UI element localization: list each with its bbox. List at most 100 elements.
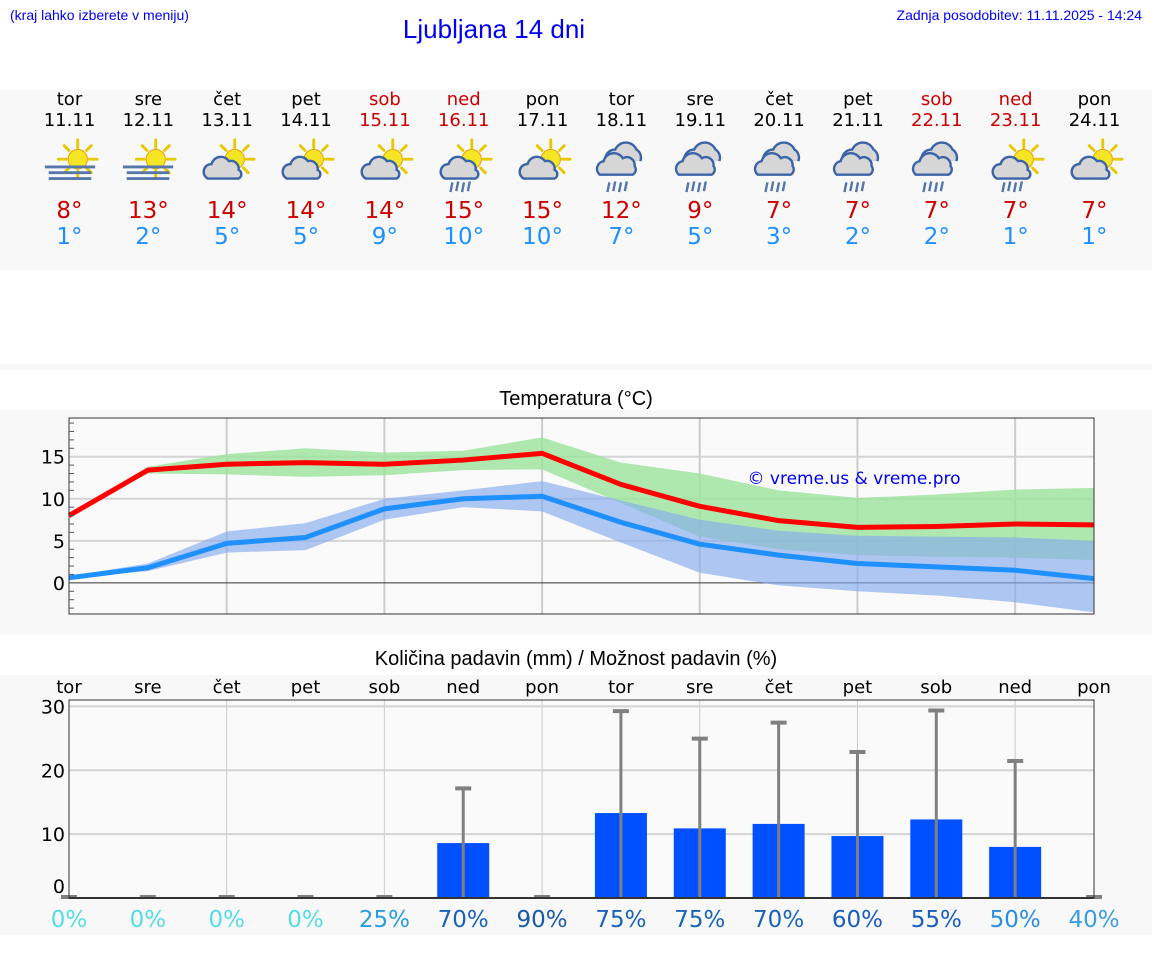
precipitation-probability: 70% <box>753 907 804 933</box>
y-tick-label: 20 <box>41 760 65 782</box>
day-date: 14.11 <box>280 110 332 131</box>
forecast-day: čet 13.11 14° 5° <box>188 90 267 250</box>
day-name: tor <box>56 89 83 110</box>
y-tick-label: 10 <box>41 824 65 846</box>
min-temperature: 5° <box>214 224 241 250</box>
forecast-day: sre 12.11 13° 2° <box>109 90 188 250</box>
day-date: 12.11 <box>122 110 175 131</box>
precipitation-probability: 75% <box>674 907 725 933</box>
forecast-day: sob 15.11 14° 9° <box>345 90 424 250</box>
watermark: © vreme.us & vreme.pro <box>747 469 960 489</box>
last-updated: Zadnja posodobitev: 11.11.2025 - 14:24 <box>896 7 1142 23</box>
x-category-label: pet <box>843 677 873 698</box>
min-temperature: 5° <box>687 224 714 250</box>
y-tick-label: 30 <box>41 696 65 718</box>
forecast-day: pet 14.11 14° 5° <box>267 90 346 250</box>
day-date: 24.11 <box>1068 110 1121 131</box>
y-tick-label: 0 <box>53 876 65 898</box>
min-temperature: 7° <box>608 224 635 250</box>
max-temperature-band <box>69 437 1094 561</box>
day-date: 16.11 <box>437 110 490 131</box>
min-temperature: 1° <box>1002 224 1029 250</box>
max-temperature: 7° <box>923 198 950 224</box>
day-name: ned <box>998 89 1033 110</box>
forecast-day: ned 23.11 7° 1° <box>976 90 1055 250</box>
page-title: Ljubljana 14 dni <box>402 14 586 44</box>
y-tick-label: 10 <box>41 489 65 511</box>
x-category-label: pon <box>525 677 559 698</box>
forecast-day: pet 21.11 7° 2° <box>818 89 897 251</box>
day-date: 19.11 <box>674 110 727 131</box>
x-category-label: ned <box>998 677 1032 698</box>
temperature-chart-title: Temperatura (°C) <box>499 388 653 410</box>
day-name: čet <box>213 89 242 110</box>
y-tick-label: 0 <box>53 573 65 595</box>
x-category-label: sre <box>686 677 713 698</box>
day-date: 21.11 <box>832 110 884 131</box>
min-temperature: 1° <box>56 224 83 250</box>
precipitation-probability: 0% <box>51 907 88 933</box>
max-temperature: 15° <box>522 198 563 224</box>
min-temperature: 10° <box>443 224 485 250</box>
min-temperature: 2° <box>923 224 950 250</box>
max-temperature: 14° <box>285 198 327 224</box>
x-category-label: pon <box>1077 677 1111 698</box>
precipitation-probability: 0% <box>130 907 167 933</box>
y-tick-label: 15 <box>41 447 65 469</box>
day-name: sre <box>134 89 163 110</box>
x-category-label: tor <box>608 677 634 698</box>
day-name: pon <box>525 89 560 110</box>
day-date: 17.11 <box>516 110 569 131</box>
day-name: pet <box>843 89 873 110</box>
precipitation-probability: 60% <box>832 907 883 933</box>
forecast-day: pon 24.11 7° 1° <box>1055 90 1134 250</box>
max-temperature: 8° <box>56 198 83 224</box>
max-temperature: 7° <box>844 198 872 224</box>
x-category-label: sob <box>920 677 952 698</box>
location-menu-hint: (kraj lahko izberete v meniju) <box>10 7 189 23</box>
min-temperature: 3° <box>766 224 793 250</box>
max-temperature: 14° <box>364 198 406 224</box>
forecast-day: ned 16.11 15° 10° <box>424 90 503 250</box>
max-temperature: 9° <box>687 198 714 224</box>
min-temperature: 1° <box>1081 224 1108 250</box>
day-name: čet <box>765 89 794 110</box>
min-temperature: 2° <box>135 224 162 250</box>
precipitation-probability: 90% <box>517 907 568 933</box>
forecast-day: tor 11.11 8° 1° <box>30 90 109 250</box>
y-tick-label: 5 <box>53 531 65 553</box>
day-date: 20.11 <box>753 110 805 131</box>
max-temperature: 15° <box>443 198 485 224</box>
precipitation-probability: 0% <box>208 907 245 933</box>
day-name: sob <box>920 89 953 110</box>
day-date: 23.11 <box>989 110 1042 131</box>
x-category-label: pet <box>291 677 321 698</box>
precipitation-probability: 50% <box>990 907 1041 933</box>
precipitation-probability: 55% <box>911 907 962 933</box>
x-category-label: čet <box>765 677 793 698</box>
max-temperature: 7° <box>766 198 793 224</box>
plot-frame <box>68 699 1095 899</box>
x-category-label: sre <box>134 677 161 698</box>
forecast-day: tor 18.11 12° 7° <box>582 89 661 251</box>
day-name: pon <box>1077 89 1112 110</box>
day-date: 15.11 <box>359 110 411 131</box>
x-category-label: tor <box>56 677 82 698</box>
day-date: 22.11 <box>911 110 963 131</box>
max-temperature: 14° <box>206 198 248 224</box>
forecast-day: sre 19.11 9° 5° <box>661 89 740 251</box>
day-name: sre <box>686 89 714 110</box>
max-temperature-line <box>67 450 1095 530</box>
precipitation-probability: 40% <box>1068 907 1119 933</box>
min-temperature-band <box>69 481 1094 613</box>
divider <box>0 364 1152 370</box>
precipitation-probability: 75% <box>595 907 646 933</box>
forecast-day: pon 17.11 15° 10° <box>503 90 582 250</box>
day-date: 11.11 <box>43 110 96 131</box>
day-name: tor <box>608 89 635 110</box>
min-temperature-line <box>68 493 1095 582</box>
day-date: 18.11 <box>595 110 648 131</box>
min-temperature: 9° <box>371 224 398 250</box>
